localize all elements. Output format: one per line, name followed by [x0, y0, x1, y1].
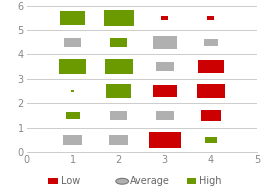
Bar: [205, 137, 217, 143]
Bar: [201, 110, 221, 121]
Ellipse shape: [116, 178, 129, 184]
Bar: [207, 16, 214, 20]
Bar: [153, 85, 177, 97]
Bar: [104, 10, 134, 26]
Bar: [48, 178, 58, 184]
Text: Low: Low: [61, 176, 80, 186]
Bar: [153, 36, 177, 49]
Bar: [198, 60, 224, 73]
Bar: [66, 112, 80, 119]
Bar: [197, 84, 225, 98]
Bar: [156, 111, 174, 120]
Bar: [63, 135, 82, 145]
Bar: [71, 90, 74, 92]
Text: Average: Average: [130, 176, 170, 186]
Bar: [187, 178, 196, 184]
Bar: [156, 62, 174, 71]
Bar: [109, 135, 129, 145]
Bar: [106, 84, 131, 98]
Bar: [161, 16, 168, 20]
Bar: [105, 59, 132, 74]
Bar: [110, 38, 127, 47]
Text: High: High: [200, 176, 222, 186]
Bar: [204, 39, 218, 46]
Bar: [59, 59, 86, 74]
Bar: [149, 131, 180, 148]
Bar: [60, 11, 85, 25]
Bar: [110, 111, 127, 120]
Bar: [64, 38, 81, 47]
